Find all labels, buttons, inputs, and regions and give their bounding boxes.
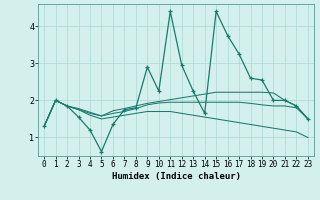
X-axis label: Humidex (Indice chaleur): Humidex (Indice chaleur) — [111, 172, 241, 181]
